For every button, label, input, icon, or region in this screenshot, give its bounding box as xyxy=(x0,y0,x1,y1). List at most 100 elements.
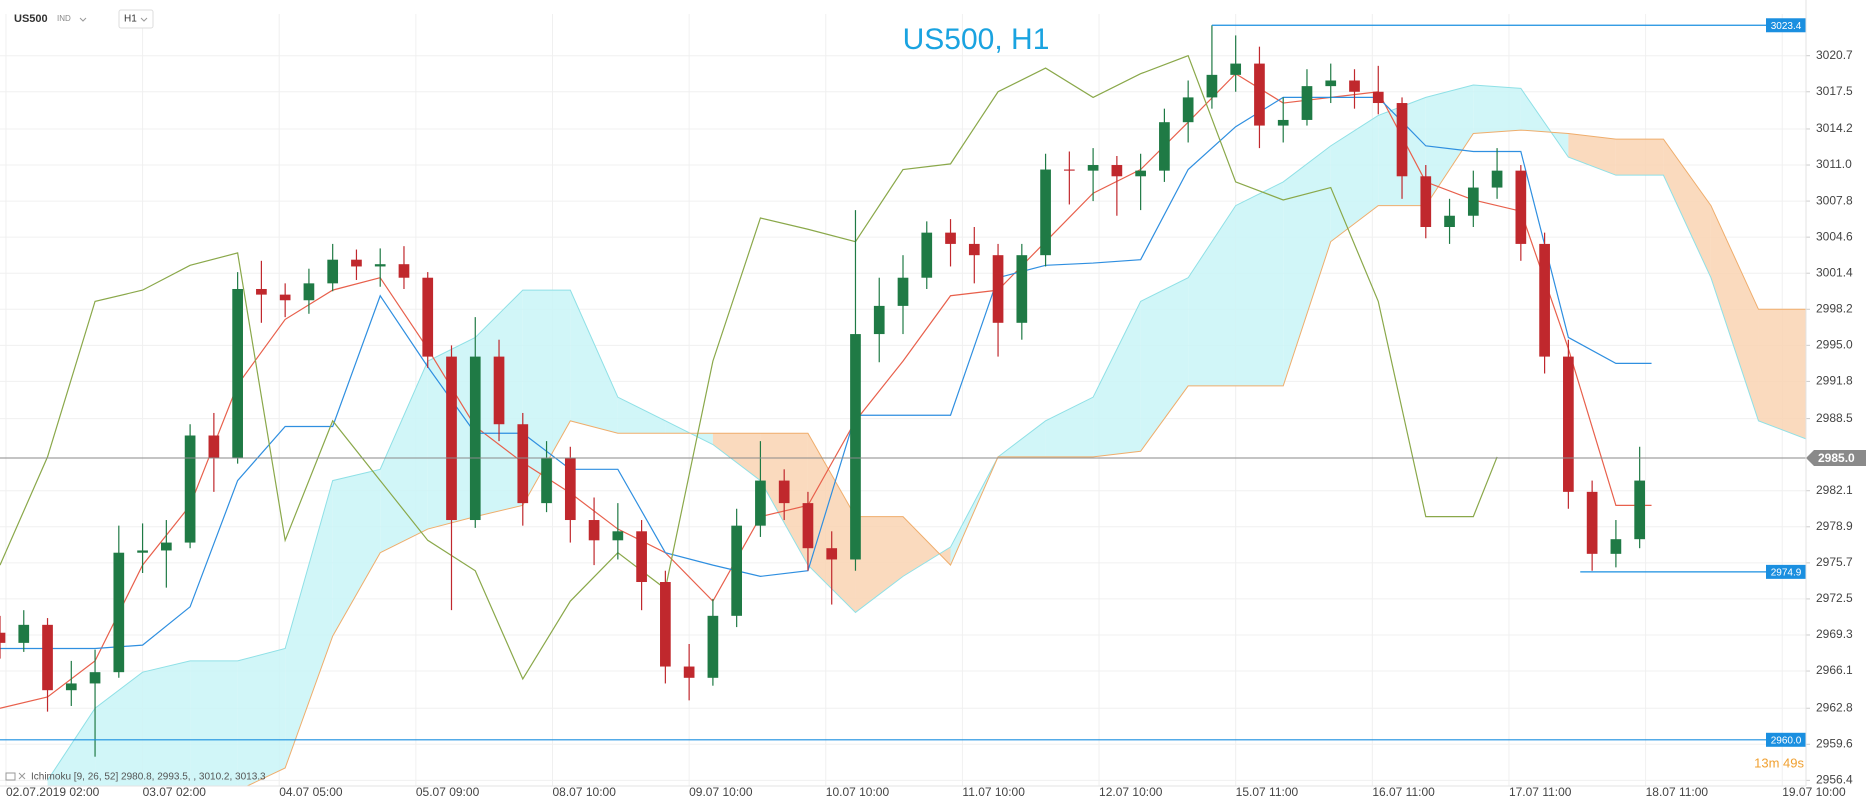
candle-body xyxy=(18,624,30,643)
candle-body xyxy=(1515,170,1527,244)
candle-body xyxy=(588,520,600,541)
candle-body xyxy=(137,550,148,553)
cloud xyxy=(1710,205,1759,421)
candle-body xyxy=(683,666,695,678)
indicator-label: Ichimoku [9, 26, 52] 2980.8, 2993.5, , 3… xyxy=(31,772,266,783)
y-tick-label: 3020.7 xyxy=(1816,48,1853,62)
candle-body xyxy=(1016,255,1028,323)
candle-body xyxy=(184,435,196,543)
current-price-box xyxy=(1806,450,1866,467)
candle-body xyxy=(1135,170,1146,177)
candle-body xyxy=(279,294,291,301)
cloud xyxy=(95,672,143,786)
candle-body xyxy=(374,264,386,267)
candle-body xyxy=(1491,170,1503,188)
cloud xyxy=(190,660,238,786)
axes: 2956.4 2959.6 2962.8 2966.1 2969.3 2972.5 2975… xyxy=(0,18,1866,799)
candle-body xyxy=(422,277,434,357)
plot-area xyxy=(0,25,1806,786)
y-tick-label: 2991.8 xyxy=(1816,374,1853,388)
candle-body xyxy=(1159,122,1170,171)
y-tick-label: 2972.5 xyxy=(1816,591,1853,605)
x-tick-label: 12.07 10:00 xyxy=(1099,785,1163,799)
x-tick-label: 16.07 11:00 xyxy=(1372,785,1435,799)
chart-title: US500, H1 xyxy=(903,23,1050,56)
candle-body xyxy=(469,356,481,521)
cloud xyxy=(1093,301,1141,457)
x-tick-label: 11.07 10:00 xyxy=(962,785,1025,799)
bar-countdown: 13m 49s xyxy=(1754,755,1804,770)
dropdown-arrow[interactable] xyxy=(140,17,148,22)
y-tick-label: 2969.3 xyxy=(1816,627,1853,641)
x-tick-label: 19.07 10:00 xyxy=(1782,785,1846,799)
candle-body xyxy=(1420,176,1432,228)
candle-body xyxy=(89,672,101,684)
cloud xyxy=(1663,139,1711,278)
symbol[interactable]: US500 xyxy=(14,13,48,25)
remove-icon[interactable] xyxy=(18,772,26,780)
cloud xyxy=(1235,181,1284,386)
candle-body xyxy=(65,683,77,691)
x-tick-label: 10.07 10:00 xyxy=(826,785,890,799)
cloud xyxy=(237,648,286,786)
candle-body xyxy=(256,288,267,295)
candle-body xyxy=(1563,356,1574,492)
cloud xyxy=(285,480,333,768)
toolbar: US500 IND H1 xyxy=(14,9,154,29)
market[interactable]: IND xyxy=(57,14,71,23)
cloud xyxy=(380,361,428,553)
x-tick-label: 09.07 10:00 xyxy=(689,785,753,799)
candle-body xyxy=(303,283,315,301)
candle-body xyxy=(1349,80,1360,92)
candle-body xyxy=(612,531,624,541)
timeframe-button[interactable] xyxy=(118,9,154,29)
candle-body xyxy=(351,259,362,267)
candle-body xyxy=(660,582,671,667)
candle-body xyxy=(564,458,576,521)
level-label: 3023.4 xyxy=(1771,21,1802,32)
candle-body xyxy=(0,632,6,643)
candle-body xyxy=(232,288,243,459)
candle-body xyxy=(42,624,53,691)
y-tick-label: 2988.5 xyxy=(1816,411,1853,425)
candle-body xyxy=(1634,480,1646,540)
candle-body xyxy=(1325,80,1337,87)
indicator-line xyxy=(0,72,1652,709)
y-tick-label: 3001.4 xyxy=(1816,265,1853,279)
cloud xyxy=(522,290,571,506)
candle-body xyxy=(517,424,529,504)
y-tick-label: 2962.8 xyxy=(1816,700,1853,714)
cloud xyxy=(1758,309,1806,439)
cloud-span-b xyxy=(245,129,1806,786)
indicator-legend: Ichimoku [9, 26, 52] 2980.8, 2993.5, , 3… xyxy=(5,772,266,783)
candle-body xyxy=(731,525,743,616)
x-tick-label: 08.07 10:00 xyxy=(552,785,616,799)
candle-body xyxy=(493,356,505,425)
candle-body xyxy=(1372,91,1384,104)
settings-icon[interactable] xyxy=(5,772,16,781)
candle-body xyxy=(873,305,885,335)
x-tick-label: 03.07 02:00 xyxy=(143,785,207,799)
y-tick-label: 3007.8 xyxy=(1816,193,1853,207)
candle-body xyxy=(1206,74,1218,98)
candle-body xyxy=(1182,97,1194,123)
candle-body xyxy=(850,334,861,560)
candle-body xyxy=(1539,243,1550,357)
cloud xyxy=(1283,145,1331,386)
y-tick-label: 3014.2 xyxy=(1816,121,1853,135)
cloud-span-a xyxy=(47,84,1806,781)
x-tick-label: 15.07 11:00 xyxy=(1236,785,1299,799)
cloud xyxy=(1425,85,1474,206)
y-tick-label: 2975.7 xyxy=(1816,555,1853,569)
timeframe[interactable]: H1 xyxy=(124,14,137,25)
candle-body xyxy=(707,615,719,678)
cloud xyxy=(1568,133,1616,176)
candle-body xyxy=(945,232,956,244)
candle-body xyxy=(1063,169,1075,171)
y-tick-label: 2995.0 xyxy=(1816,338,1853,352)
candle-body xyxy=(1467,187,1479,216)
indicator-line xyxy=(0,54,1498,681)
dropdown-arrow[interactable] xyxy=(79,17,87,22)
cloud xyxy=(712,433,761,481)
